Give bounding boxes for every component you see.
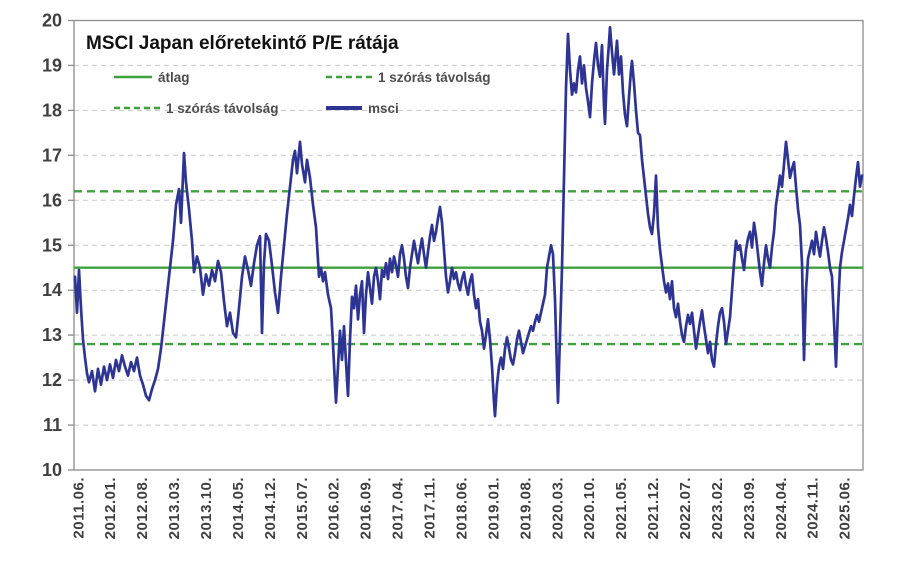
x-tick-label-202207: 2022.07.	[677, 477, 694, 539]
x-tick-label-202411: 2024.11.	[805, 477, 822, 539]
y-tick-label-12: 12	[42, 370, 62, 390]
y-tick-label-19: 19	[42, 55, 62, 75]
x-tick-label-201908: 2019.08.	[517, 477, 534, 539]
msci-series-line	[73, 25, 864, 418]
chart-title: MSCI Japan előretekintő P/E rátája	[86, 33, 399, 54]
y-axis-labels: 10 11 12 13 14 15 16 17 18 19 20	[42, 11, 62, 481]
x-tick-label-202105: 2021.05.	[613, 477, 630, 539]
y-tick-label-10: 10	[42, 460, 62, 480]
y-tick-label-18: 18	[42, 100, 62, 120]
x-tick-label-201704: 2017.04.	[390, 477, 407, 539]
y-tick-label-11: 11	[43, 415, 62, 435]
legend-label-atlag: átlag	[158, 70, 190, 85]
x-tick-label-201602: 2016.02.	[326, 477, 343, 539]
y-tick-label-17: 17	[42, 145, 62, 165]
legend-label-sd-lower: 1 szórás távolság	[166, 101, 279, 116]
x-tick-label-201806: 2018.06.	[454, 477, 471, 539]
x-tick-label-202404: 2024.04.	[773, 477, 790, 539]
x-tick-label-201106: 2011.06.	[70, 477, 87, 539]
legend-label-sd-upper: 1 szórás távolság	[378, 70, 491, 85]
chart-legend: átlag 1 szórás távolság 1 szórás távolsá…	[114, 70, 491, 116]
y-axis-ticks	[68, 19, 74, 471]
x-tick-label-201412: 2014.12.	[262, 477, 279, 539]
y-tick-label-14: 14	[42, 280, 62, 300]
x-tick-label-201201: 2012.01.	[102, 477, 119, 539]
x-tick-label-202302: 2023.02.	[709, 477, 726, 539]
y-tick-label-20: 20	[42, 11, 62, 31]
x-tick-label-201507: 2015.07.	[294, 477, 311, 539]
legend-label-msci: msci	[368, 101, 399, 116]
x-tick-label-201208: 2012.08.	[134, 477, 151, 539]
x-tick-label-201303: 2013.03.	[166, 477, 183, 539]
y-tick-label-15: 15	[42, 235, 62, 255]
y-tick-label-16: 16	[42, 190, 62, 210]
x-tick-label-202003: 2020.03.	[549, 477, 566, 539]
x-tick-label-202506: 2025.06.	[837, 477, 854, 539]
x-tick-label-202112: 2021.12.	[645, 477, 662, 539]
x-tick-label-201901: 2019.01.	[485, 477, 502, 539]
x-tick-label-201310: 2013.10.	[198, 477, 215, 539]
x-axis-labels: 2011.06. 2012.01. 2012.08. 2013.03. 2013.10.…	[70, 477, 853, 539]
x-tick-label-201711: 2017.11.	[422, 477, 439, 539]
x-tick-label-201609: 2016.09.	[358, 477, 375, 539]
x-tick-label-201405: 2014.05.	[230, 477, 247, 539]
x-tick-label-202309: 2023.09.	[741, 477, 758, 539]
y-tick-label-13: 13	[42, 325, 62, 345]
x-tick-label-202010: 2020.10.	[581, 477, 598, 539]
